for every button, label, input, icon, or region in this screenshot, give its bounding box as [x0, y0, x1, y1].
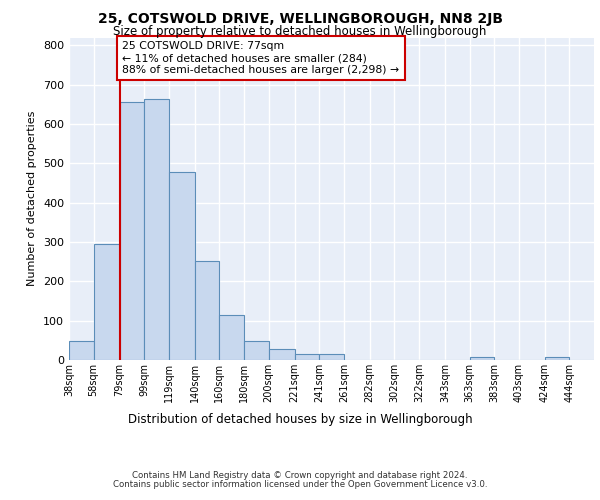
Bar [269, 349, 295, 360]
Text: Size of property relative to detached houses in Wellingborough: Size of property relative to detached ho… [113, 25, 487, 38]
Bar [470, 357, 494, 360]
Text: Contains public sector information licensed under the Open Government Licence v3: Contains public sector information licen… [113, 480, 487, 489]
Text: 25 COTSWOLD DRIVE: 77sqm
← 11% of detached houses are smaller (284)
88% of semi-: 25 COTSWOLD DRIVE: 77sqm ← 11% of detach… [122, 42, 399, 74]
Text: Contains HM Land Registry data © Crown copyright and database right 2024.: Contains HM Land Registry data © Crown c… [132, 471, 468, 480]
Bar [220, 315, 244, 360]
Text: Distribution of detached houses by size in Wellingborough: Distribution of detached houses by size … [128, 412, 472, 426]
Bar [144, 99, 169, 360]
Bar [319, 354, 344, 360]
Text: 25, COTSWOLD DRIVE, WELLINGBOROUGH, NN8 2JB: 25, COTSWOLD DRIVE, WELLINGBOROUGH, NN8 … [97, 12, 503, 26]
Bar [169, 172, 195, 360]
Bar [244, 341, 269, 360]
Bar [69, 341, 94, 360]
Bar [295, 354, 319, 360]
Y-axis label: Number of detached properties: Number of detached properties [28, 111, 37, 286]
Bar [94, 244, 119, 360]
Bar [195, 261, 220, 360]
Bar [545, 357, 569, 360]
Bar [119, 102, 144, 360]
